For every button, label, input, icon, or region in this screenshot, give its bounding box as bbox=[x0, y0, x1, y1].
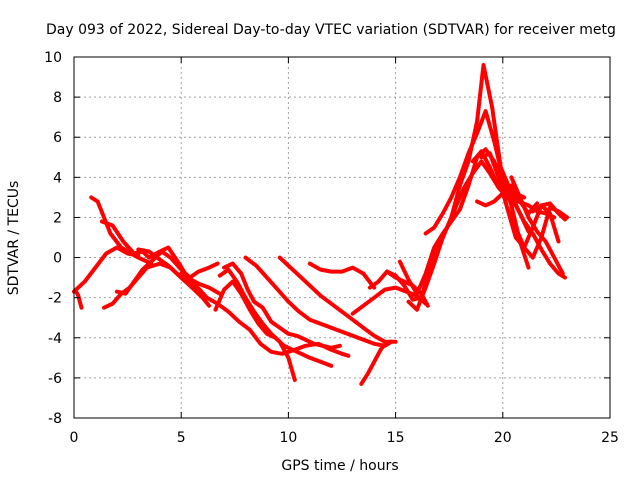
y-tick-label: 8 bbox=[53, 90, 62, 106]
y-tick-label: 10 bbox=[44, 50, 62, 66]
x-tick-label: 0 bbox=[70, 430, 79, 446]
x-tick-label: 25 bbox=[601, 430, 619, 446]
series-arc-19 bbox=[397, 147, 531, 296]
y-tick-label: -6 bbox=[48, 371, 62, 387]
x-tick-label: 5 bbox=[177, 430, 186, 446]
series-arc-20 bbox=[406, 63, 557, 312]
chart-title: Day 093 of 2022, Sidereal Day-to-day VTE… bbox=[46, 22, 616, 38]
y-tick-label: 0 bbox=[53, 251, 62, 267]
y-axis: -8 -6 -4 -2 0 2 4 6 8 10 bbox=[44, 50, 610, 427]
y-axis-label: SDTVAR / TECUs bbox=[6, 181, 22, 296]
series-arc-21 bbox=[423, 109, 531, 236]
series-arc-2 bbox=[74, 289, 84, 310]
series-layer bbox=[72, 63, 570, 386]
y-tick-label: 2 bbox=[53, 210, 62, 226]
x-tick-label: 10 bbox=[279, 430, 297, 446]
series-arc-7 bbox=[136, 247, 212, 308]
series-arc-10 bbox=[217, 267, 297, 382]
series-arc-6 bbox=[114, 249, 220, 296]
series-arc-13 bbox=[277, 255, 387, 344]
series-arc-22 bbox=[470, 149, 567, 280]
series-arc-15 bbox=[350, 285, 428, 316]
x-tick-label: 20 bbox=[494, 430, 512, 446]
series-arc-27 bbox=[530, 201, 567, 222]
y-tick-label: 6 bbox=[53, 130, 62, 146]
y-tick-label: 4 bbox=[53, 170, 62, 186]
y-tick-label: -4 bbox=[48, 331, 62, 347]
y-tick-label: -2 bbox=[48, 291, 62, 307]
x-axis: 0 5 10 15 20 25 bbox=[70, 57, 619, 446]
series-arc-11 bbox=[222, 261, 342, 350]
y-tick-label: -8 bbox=[48, 411, 62, 427]
x-tick-label: 15 bbox=[387, 430, 405, 446]
series-arc-26 bbox=[509, 175, 565, 276]
series-arc-3 bbox=[89, 195, 154, 266]
x-axis-label: GPS time / hours bbox=[281, 458, 398, 474]
series-arc-12 bbox=[243, 255, 394, 348]
plot-frame bbox=[73, 56, 611, 419]
series-arc-14 bbox=[307, 261, 377, 290]
series-arc-16 bbox=[359, 339, 398, 386]
